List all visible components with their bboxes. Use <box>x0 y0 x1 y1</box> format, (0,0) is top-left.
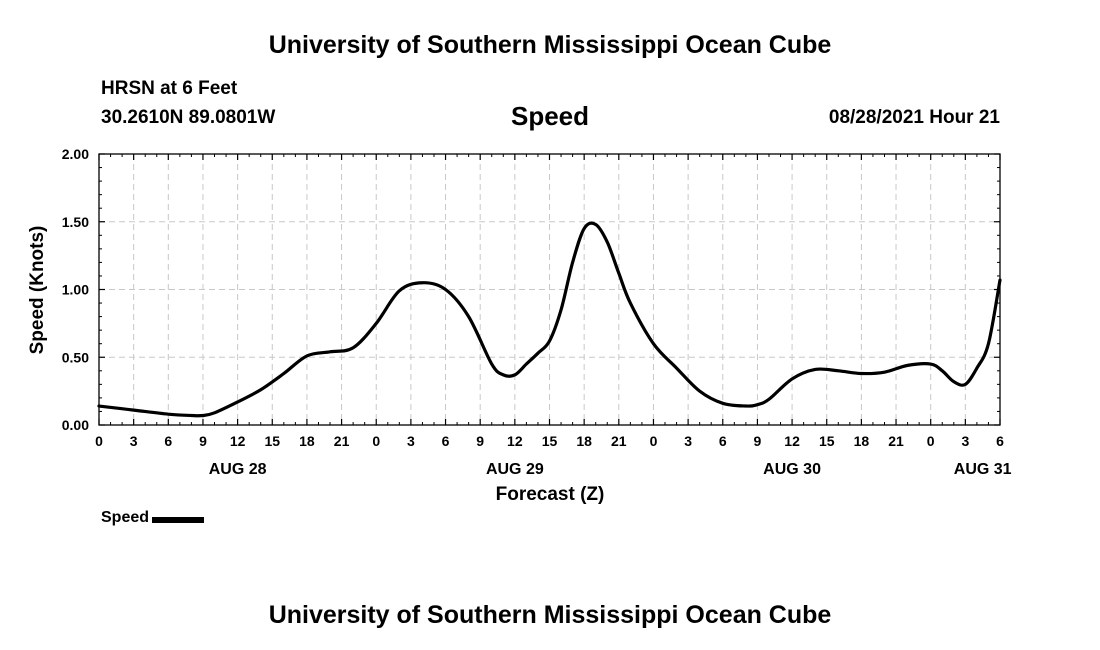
x-tick-label: 9 <box>754 433 762 449</box>
day-label: AUG 28 <box>209 461 267 478</box>
day-label: AUG 30 <box>763 461 821 478</box>
x-tick-label: 18 <box>299 433 315 449</box>
y-tick-label: 0.00 <box>62 417 89 433</box>
x-tick-label: 0 <box>927 433 935 449</box>
x-tick-label: 0 <box>95 433 103 449</box>
series-layer <box>97 221 1002 418</box>
x-tick-label: 3 <box>130 433 138 449</box>
footer-title: University of Southern Mississippi Ocean… <box>268 601 832 629</box>
forecast-timestamp: 08/28/2021 Hour 21 <box>828 107 1000 128</box>
x-tick-label: 6 <box>996 433 1004 449</box>
day-label: AUG 29 <box>486 461 544 478</box>
x-tick-label: 12 <box>230 433 246 449</box>
x-tick-label: 3 <box>407 433 415 449</box>
x-tick-label: 21 <box>334 433 350 449</box>
y-tick-label: 0.50 <box>62 349 89 365</box>
x-tick-label: 6 <box>719 433 727 449</box>
x-tick-label: 18 <box>576 433 592 449</box>
station-coordinates: 30.2610N 89.0801W <box>101 107 276 128</box>
tick-marks <box>98 153 1001 426</box>
legend-label: Speed <box>101 509 150 526</box>
x-tick-label: 12 <box>784 433 800 449</box>
x-tick-label: 3 <box>961 433 969 449</box>
grid-lines <box>99 154 1000 425</box>
y-tick-label: 1.00 <box>62 282 89 298</box>
x-tick-label: 15 <box>819 433 835 449</box>
x-tick-label: 0 <box>650 433 658 449</box>
y-tick-label: 1.50 <box>62 214 89 230</box>
x-tick-label: 12 <box>507 433 523 449</box>
axis-labels: 0 3 6 9 12 15 18 21 0 3 6 9 12 15 18 21 0 3 6 9 12 15 18 21 0 3 6 0… <box>62 146 1012 478</box>
x-tick-label: 15 <box>542 433 558 449</box>
x-tick-label: 6 <box>164 433 172 449</box>
y-tick-label: 2.00 <box>62 146 89 162</box>
x-tick-label: 18 <box>854 433 870 449</box>
series-line-speed <box>97 221 1002 418</box>
x-tick-label: 9 <box>476 433 484 449</box>
x-axis-title: Forecast (Z) <box>496 484 605 505</box>
x-tick-label: 3 <box>684 433 692 449</box>
x-tick-label: 6 <box>442 433 450 449</box>
chart-title: Speed <box>510 101 590 131</box>
page-title: University of Southern Mississippi Ocean… <box>268 31 832 59</box>
y-axis-title: Speed (Knots) <box>27 226 48 355</box>
legend: Speed <box>101 509 205 527</box>
station-label: HRSN at 6 Feet <box>101 78 238 99</box>
x-tick-label: 21 <box>611 433 627 449</box>
x-tick-label: 0 <box>372 433 380 449</box>
legend-line-swatch <box>152 517 205 523</box>
x-tick-label: 9 <box>199 433 207 449</box>
day-label: AUG 31 <box>954 461 1012 478</box>
x-tick-label: 15 <box>264 433 280 449</box>
x-tick-label: 21 <box>888 433 904 449</box>
